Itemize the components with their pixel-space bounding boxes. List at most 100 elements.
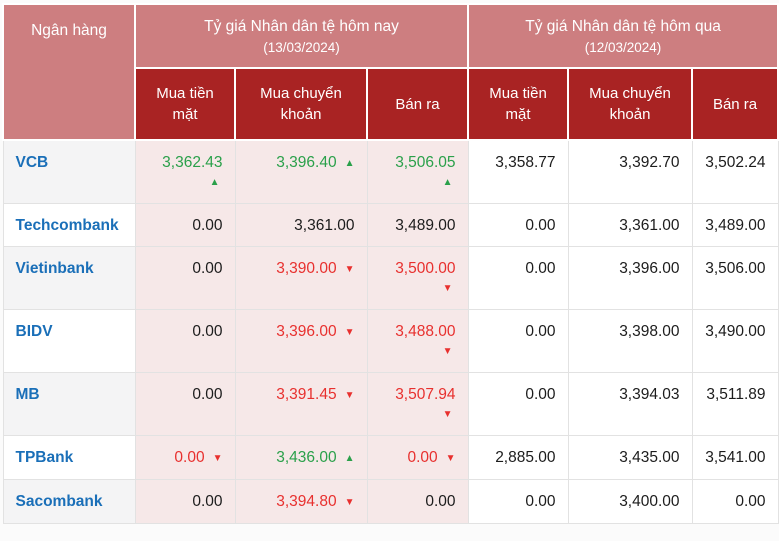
bank-link[interactable]: Techcombank xyxy=(15,217,119,234)
table-row: TPBank 0.00 ▼ 3,436.00 ▲ 0.00 ▼ 2,885.00 3,435.0… xyxy=(2,435,779,480)
rate-value: 0.00 xyxy=(192,323,223,340)
rate-value: 0.00 xyxy=(525,493,556,510)
bank-link[interactable]: BIDV xyxy=(15,323,53,340)
yesterday-group-date: (12/03/2024) xyxy=(584,39,662,55)
trend-down-icon: ▼ xyxy=(344,264,355,275)
trend-down-icon: ▼ xyxy=(442,283,453,294)
rate-cell: 0.00 ▼ xyxy=(366,435,469,480)
bank-link[interactable]: TPBank xyxy=(15,449,74,466)
col-header-buy-cash-today: Mua tiền mặt xyxy=(134,67,236,141)
rate-cell: 0.00 xyxy=(467,372,569,436)
table-row: Vietinbank 0.00 3,390.00 ▼ 3,500.00 ▼ 0.00 3,39… xyxy=(2,246,779,310)
bank-name-cell: Techcombank xyxy=(2,203,136,247)
rate-value: 0.00 xyxy=(525,260,556,277)
rate-cell: 3,490.00 xyxy=(691,309,779,373)
trend-up-icon: ▲ xyxy=(442,177,453,188)
rate-cell: 3,394.80 ▼ xyxy=(234,479,368,524)
rate-value: 0.00 xyxy=(192,386,223,403)
rate-cell: 3,394.03 xyxy=(567,372,693,436)
col-header-buy-transfer-today: Mua chuyển khoản xyxy=(234,67,368,141)
yesterday-group-header: Tỷ giá Nhân dân tệ hôm qua (12/03/2024) xyxy=(467,3,779,69)
col-header-sell-today: Bán ra xyxy=(365,67,470,141)
rate-value: 3,396.00 xyxy=(276,323,337,340)
today-group-date: (13/03/2024) xyxy=(263,39,340,55)
cny-exchange-rate-table: Ngân hàng Tỷ giá Nhân dân tệ hôm nay (13… xyxy=(2,3,779,524)
rate-value: 3,489.00 xyxy=(395,217,456,234)
rate-cell: 3,436.00 ▲ xyxy=(234,435,368,480)
table-row: BIDV 0.00 3,396.00 ▼ 3,488.00 ▼ 0.00 3,398.00 3,… xyxy=(2,309,779,373)
bank-column-header: Ngân hàng xyxy=(2,3,136,141)
sub-header-row: Mua tiền mặt Mua chuyển khoản Bán ra Mua… xyxy=(3,67,779,141)
rate-value: 3,500.00 xyxy=(395,260,456,277)
rate-value: 3,490.00 xyxy=(705,323,766,340)
rate-cell: 3,362.43 ▲ xyxy=(134,139,236,204)
rate-value: 3,488.00 xyxy=(395,323,456,340)
bank-name-cell: Sacombank xyxy=(2,479,136,524)
rate-cell: 0.00 xyxy=(467,479,569,524)
rate-value: 3,400.00 xyxy=(619,493,680,510)
rate-value: 0.00 xyxy=(174,449,205,466)
rate-value: 0.00 xyxy=(425,493,456,510)
rate-value: 3,361.00 xyxy=(294,217,355,234)
rate-cell: 0.00 xyxy=(134,246,236,310)
rate-cell: 3,396.40 ▲ xyxy=(234,139,368,204)
rate-cell: 2,885.00 xyxy=(467,435,569,480)
group-header-row: Ngân hàng Tỷ giá Nhân dân tệ hôm nay (13… xyxy=(2,3,779,141)
rate-value: 3,506.00 xyxy=(705,260,766,277)
bank-name-cell: VCB xyxy=(2,139,136,204)
trend-down-icon: ▼ xyxy=(344,327,355,338)
table-row: MB 0.00 3,391.45 ▼ 3,507.94 ▼ 0.00 3,394.03 3,51… xyxy=(2,372,779,436)
rate-value: 3,390.00 xyxy=(276,260,337,277)
rate-value: 3,358.77 xyxy=(495,154,556,171)
rate-value: 3,392.70 xyxy=(619,154,680,171)
rate-cell: 3,506.00 xyxy=(691,246,779,310)
rate-cell: 3,396.00 xyxy=(567,246,693,310)
rate-value: 3,541.00 xyxy=(705,449,766,466)
rate-cell: 3,541.00 xyxy=(691,435,779,480)
bank-name-cell: MB xyxy=(2,372,136,436)
rate-cell: 3,500.00 ▼ xyxy=(366,246,469,310)
rate-value: 0.00 xyxy=(525,217,556,234)
trend-down-icon: ▼ xyxy=(344,390,355,401)
bank-link[interactable]: Vietinbank xyxy=(15,260,94,277)
rate-cell: 0.00 xyxy=(467,309,569,373)
rate-value: 0.00 xyxy=(192,260,223,277)
rate-cell: 3,488.00 ▼ xyxy=(366,309,469,373)
trend-down-icon: ▼ xyxy=(442,346,453,357)
rate-value: 3,362.43 xyxy=(162,154,223,171)
col-header-sell-yesterday: Bán ra xyxy=(691,67,779,141)
col-header-buy-cash-yesterday: Mua tiền mặt xyxy=(467,67,570,141)
trend-up-icon: ▲ xyxy=(344,453,355,464)
bank-link[interactable]: VCB xyxy=(15,154,49,171)
table-row: VCB 3,362.43 ▲ 3,396.40 ▲ 3,506.05 ▲ 3,358.77 3,… xyxy=(2,139,779,204)
rate-cell: 3,396.00 ▼ xyxy=(234,309,368,373)
rate-value: 3,502.24 xyxy=(705,154,766,171)
trend-down-icon: ▼ xyxy=(442,409,453,420)
table-row: Techcombank 0.00 3,361.00 3,489.00 0.00 3,361… xyxy=(2,203,779,247)
rates-table-body: VCB 3,362.43 ▲ 3,396.40 ▲ 3,506.05 ▲ 3,358.77 3,… xyxy=(2,139,779,524)
rate-value: 0.00 xyxy=(192,217,223,234)
rate-cell: 3,392.70 xyxy=(567,139,693,204)
table-row: Sacombank 0.00 3,394.80 ▼ 0.00 0.00 3,400.00 0.… xyxy=(2,479,779,524)
rate-cell: 0.00 xyxy=(467,203,569,247)
col-header-buy-transfer-yesterday: Mua chuyển khoản xyxy=(567,67,694,141)
table-header: Ngân hàng Tỷ giá Nhân dân tệ hôm nay (13… xyxy=(2,3,779,141)
rate-value: 3,394.03 xyxy=(619,386,680,403)
today-group-title: Tỷ giá Nhân dân tệ hôm nay xyxy=(204,17,399,35)
rate-cell: 3,361.00 xyxy=(234,203,368,247)
rate-cell: 3,361.00 xyxy=(567,203,693,247)
rate-cell: 3,398.00 xyxy=(567,309,693,373)
rate-cell: 3,511.89 xyxy=(691,372,779,436)
trend-down-icon: ▼ xyxy=(344,497,355,508)
bank-link[interactable]: MB xyxy=(15,386,40,403)
rate-cell: 0.00 xyxy=(134,479,236,524)
rate-cell: 3,400.00 xyxy=(567,479,693,524)
rate-value: 3,391.45 xyxy=(276,386,337,403)
bank-link[interactable]: Sacombank xyxy=(15,493,103,510)
rate-value: 3,396.40 xyxy=(276,154,337,171)
bank-name-cell: Vietinbank xyxy=(2,246,136,310)
rate-value: 3,361.00 xyxy=(619,217,680,234)
rate-cell: 0.00 ▼ xyxy=(134,435,236,480)
rate-cell: 3,507.94 ▼ xyxy=(366,372,469,436)
